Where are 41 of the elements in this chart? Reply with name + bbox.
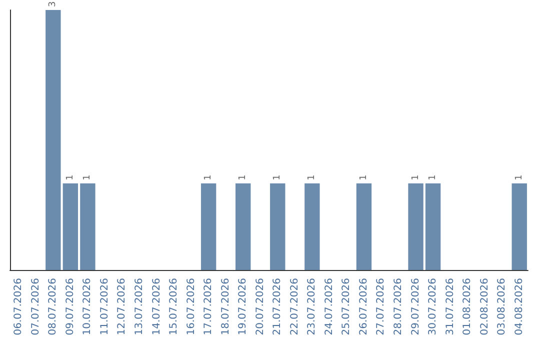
x-tick-label: 17.07.2026 [203, 278, 214, 336]
x-tick-label: 13.07.2026 [134, 278, 145, 336]
x-tick-label: 28.07.2026 [393, 278, 404, 336]
x-tick-label: 22.07.2026 [289, 278, 300, 336]
x-tick-label: 09.07.2026 [64, 278, 76, 336]
data-label: 1 [238, 174, 248, 180]
x-tick-label: 08.07.2026 [48, 278, 59, 336]
data-label: 3 [48, 1, 58, 7]
x-tick-label: 19.07.2026 [238, 278, 249, 336]
x-tick-label: 01.08.2026 [462, 278, 474, 336]
data-label: 1 [514, 174, 524, 180]
data-label: 1 [307, 174, 318, 180]
data-label: 1 [272, 174, 283, 180]
x-tick-label: 14.07.2026 [151, 278, 162, 336]
x-tick-label: 10.07.2026 [82, 278, 94, 336]
x-tick-label: 06.07.2026 [13, 278, 24, 336]
x-tick-label: 03.08.2026 [496, 278, 508, 336]
x-tick-label: 07.07.2026 [30, 278, 42, 336]
x-tick-label: 18.07.2026 [220, 278, 232, 336]
x-tick-label: 31.07.2026 [444, 278, 456, 336]
x-tick-label: 29.07.2026 [410, 278, 422, 336]
x-tick-label: 04.08.2026 [514, 278, 525, 336]
data-label: 1 [428, 174, 438, 180]
x-tick-label: 11.07.2026 [99, 278, 110, 336]
x-tick-label: 30.07.2026 [428, 278, 439, 336]
x-tick-label: 12.07.2026 [116, 278, 128, 336]
x-tick-label: 16.07.2026 [186, 278, 197, 336]
data-label: 1 [82, 174, 93, 180]
x-tick-label: 26.07.2026 [358, 278, 370, 336]
data-label: 1 [410, 174, 421, 180]
x-tick-label: 20.07.2026 [254, 278, 266, 336]
x-tick-label: 02.08.2026 [479, 278, 490, 336]
x-tick-label: 15.07.2026 [168, 278, 180, 336]
data-label: 1 [65, 174, 76, 180]
x-tick-label: 27.07.2026 [376, 278, 387, 336]
x-tick-label: 23.07.2026 [306, 278, 318, 336]
data-label: 1 [358, 174, 369, 180]
x-tick-label: 24.07.2026 [324, 278, 335, 336]
x-tick-label: 21.07.2026 [272, 278, 284, 336]
x-tick-label: 25.07.2026 [341, 278, 352, 336]
data-label: 1 [204, 174, 214, 180]
